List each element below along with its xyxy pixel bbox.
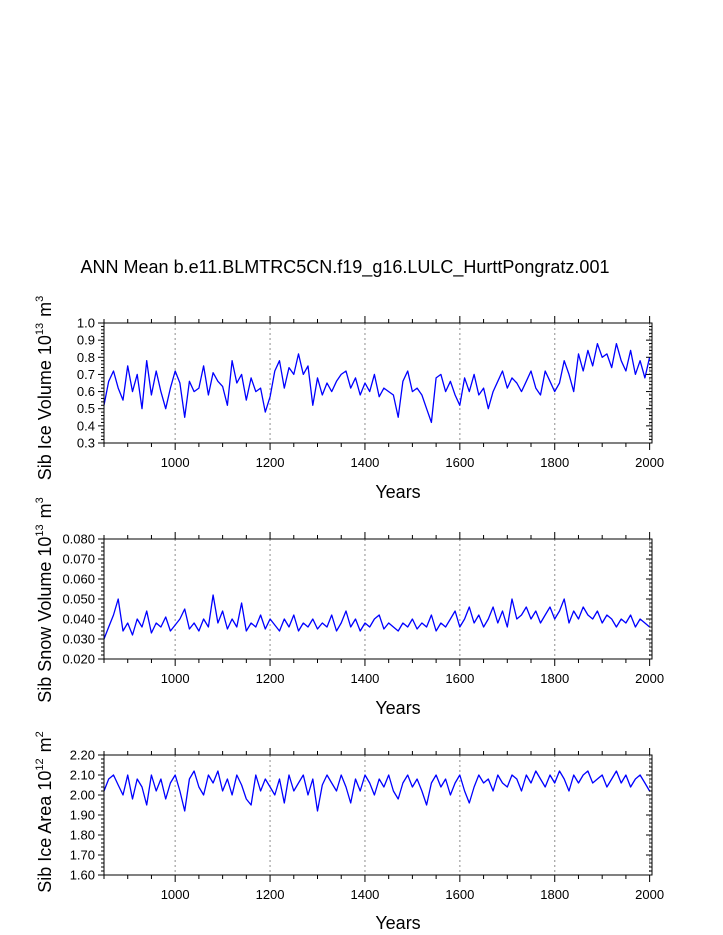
x-tick-label: 1200 xyxy=(256,455,285,470)
y-axis-label-unit-exponent: 3 xyxy=(34,296,46,302)
x-axis-label: Years xyxy=(375,698,420,718)
x-tick-label: 1800 xyxy=(540,671,569,686)
y-tick-label: 1.60 xyxy=(70,868,95,883)
y-tick-label: 0.3 xyxy=(77,436,95,451)
x-tick-label: 1000 xyxy=(161,671,190,686)
x-tick-label: 1600 xyxy=(445,887,474,902)
y-axis-label-main: Sib Ice Area 10 xyxy=(35,771,55,893)
y-axis-label-unit: m xyxy=(35,737,55,752)
y-tick-label: 1.80 xyxy=(70,828,95,843)
x-tick-label: 1800 xyxy=(540,455,569,470)
plot-frame xyxy=(103,322,653,444)
y-tick-label: 0.4 xyxy=(77,418,95,433)
x-tick-label: 1000 xyxy=(161,455,190,470)
y-axis-label-exponent: 13 xyxy=(34,524,46,536)
x-axis-label: Years xyxy=(375,482,420,502)
x-tick-label: 1400 xyxy=(350,671,379,686)
y-tick-label: 0.050 xyxy=(62,592,95,607)
figure-title: ANN Mean b.e11.BLMTRC5CN.f19_g16.LULC_Hu… xyxy=(81,257,610,278)
x-tick-label: 1600 xyxy=(445,455,474,470)
y-axis-label-exponent: 12 xyxy=(34,758,46,770)
y-axis-label-unit-exponent: 2 xyxy=(34,731,46,737)
y-axis-label: Sib Ice Volume 1013 m3 xyxy=(34,296,55,480)
y-tick-label: 0.5 xyxy=(77,401,95,416)
series-line xyxy=(103,342,651,424)
y-tick-label: 0.9 xyxy=(77,333,95,348)
y-tick-label: 1.90 xyxy=(70,808,95,823)
y-axis-label-unit: m xyxy=(35,503,55,518)
x-tick-label: 1800 xyxy=(540,887,569,902)
series-line xyxy=(103,770,651,812)
y-tick-label: 2.00 xyxy=(70,788,95,803)
y-tick-label: 0.060 xyxy=(62,572,95,587)
y-tick-label: 0.030 xyxy=(62,632,95,647)
y-axis-label-unit: m xyxy=(35,302,55,317)
x-tick-label: 2000 xyxy=(635,887,664,902)
y-axis-label-main: Sib Snow Volume 10 xyxy=(35,537,55,703)
y-axis-label: Sib Ice Area 1012 m2 xyxy=(34,731,55,892)
panel-1: 1000 1200 1400 1600 1800 2000 0.3 0.4 0.5 0.6 0.7 0… xyxy=(34,296,664,502)
x-tick-label: 1400 xyxy=(350,887,379,902)
y-tick-label: 2.20 xyxy=(70,748,95,763)
y-tick-label: 2.10 xyxy=(70,768,95,783)
x-tick-label: 1400 xyxy=(350,455,379,470)
y-axis-label-unit-exponent: 3 xyxy=(34,497,46,503)
x-tick-label: 2000 xyxy=(635,455,664,470)
x-tick-label: 1200 xyxy=(256,671,285,686)
x-tick-label: 1600 xyxy=(445,671,474,686)
y-tick-label: 0.6 xyxy=(77,384,95,399)
y-tick-label: 1.0 xyxy=(77,316,95,331)
y-tick-label: 0.080 xyxy=(62,532,95,547)
y-axis-label-exponent: 13 xyxy=(34,323,46,335)
y-axis-label-main: Sib Ice Volume 10 xyxy=(35,335,55,480)
x-tick-label: 2000 xyxy=(635,671,664,686)
y-axis-label: Sib Snow Volume 1013 m3 xyxy=(34,497,55,702)
y-tick-label: 0.040 xyxy=(62,612,95,627)
panel-3: 1000 1200 1400 1600 1800 2000 1.60 1.70 1.80 1.90… xyxy=(34,731,664,933)
plot-frame xyxy=(103,754,653,876)
x-tick-label: 1000 xyxy=(161,887,190,902)
x-axis-label: Years xyxy=(375,913,420,933)
plot-frame xyxy=(103,538,653,660)
y-tick-label: 0.8 xyxy=(77,350,95,365)
y-tick-label: 1.70 xyxy=(70,848,95,863)
y-tick-label: 0.070 xyxy=(62,552,95,567)
panel-2: 1000 1200 1400 1600 1800 2000 0.020 0.030 0.040 0… xyxy=(34,497,664,718)
y-tick-label: 0.7 xyxy=(77,367,95,382)
series-line xyxy=(103,594,651,640)
y-tick-label: 0.020 xyxy=(62,652,95,667)
x-tick-label: 1200 xyxy=(256,887,285,902)
